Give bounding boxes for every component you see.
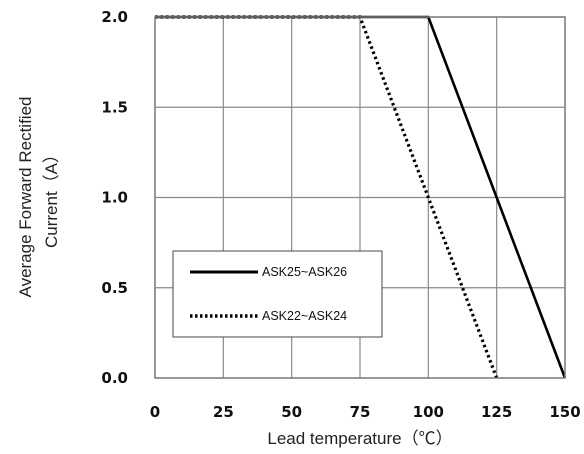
x-tick-label-50: 50	[281, 403, 302, 421]
legend-label-solid: ASK25~ASK26	[262, 265, 347, 279]
y-tick-label-2.0: 2.0	[101, 8, 128, 26]
x-tick-label-25: 25	[213, 403, 234, 421]
x-tick-labels: 0 25 50 75 100 125 150	[150, 403, 581, 421]
x-tick-label-150: 150	[549, 403, 580, 421]
plot-frame	[154, 16, 566, 379]
y-tick-label-0.0: 0.0	[101, 369, 128, 387]
x-tick-label-0: 0	[150, 403, 160, 421]
y-tick-label-0.5: 0.5	[101, 279, 128, 297]
legend-box	[172, 250, 383, 338]
x-tick-label-125: 125	[481, 403, 512, 421]
x-axis-title: Lead temperature（℃）	[267, 429, 452, 448]
y-axis-title-line2: Current（A）	[42, 146, 61, 248]
y-tick-labels: 0.0 0.5 1.0 1.5 2.0	[101, 8, 128, 387]
legend-label-dotted: ASK22~ASK24	[262, 309, 347, 323]
y-axis-title-line1: Average Forward Rectified	[16, 97, 35, 298]
x-tick-label-75: 75	[350, 403, 371, 421]
y-tick-label-1.5: 1.5	[101, 98, 128, 116]
legend: ASK25~ASK26 ASK22~ASK24	[172, 250, 383, 338]
x-tick-label-100: 100	[413, 403, 444, 421]
y-tick-label-1.0: 1.0	[101, 189, 128, 207]
